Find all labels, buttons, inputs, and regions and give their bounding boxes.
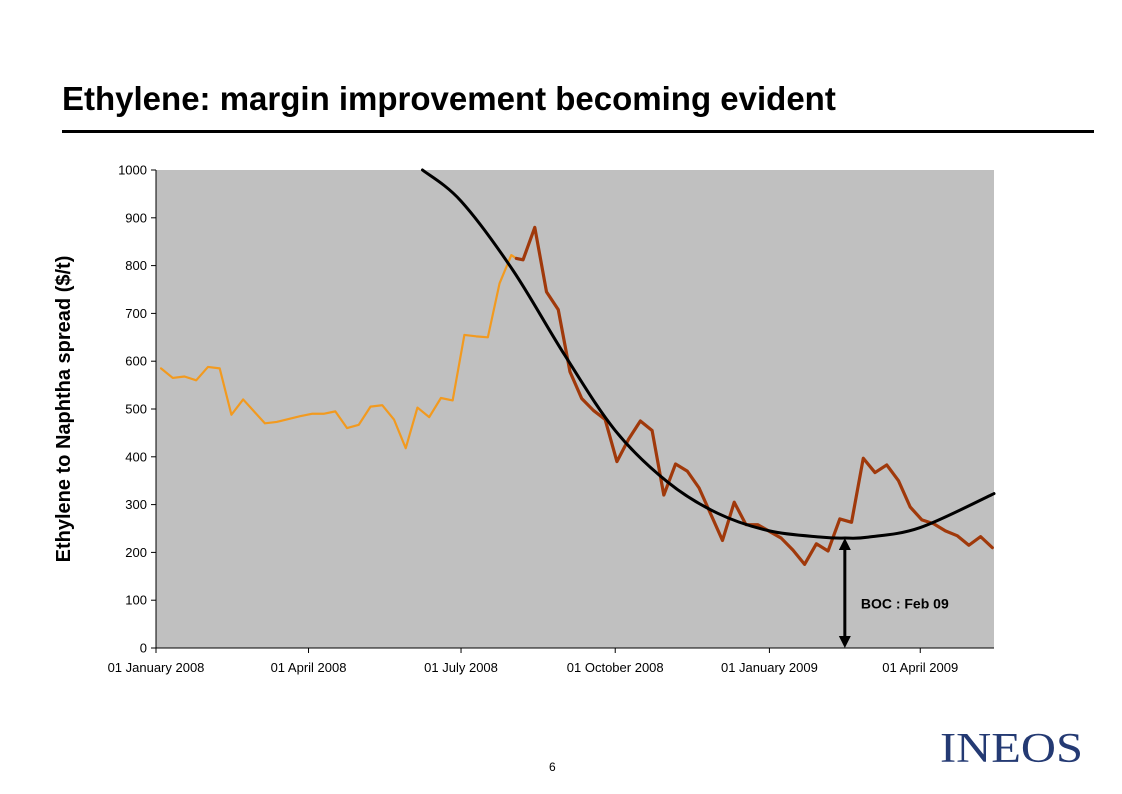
- logo-wordmark: INEOS: [940, 726, 1083, 767]
- y-tick-label: 800: [125, 258, 147, 273]
- x-tick-label: 01 July 2008: [424, 660, 498, 675]
- y-tick-label: 900: [125, 210, 147, 225]
- x-tick-label: 01 October 2008: [567, 660, 664, 675]
- y-axis-label: Ethylene to Naphtha spread ($/t): [53, 256, 75, 563]
- y-tick-label: 700: [125, 306, 147, 321]
- y-tick-label: 300: [125, 497, 147, 512]
- plot-area: [156, 170, 994, 648]
- y-tick-label: 100: [125, 593, 147, 608]
- y-tick-label: 500: [125, 402, 147, 417]
- spread-chart: 0 100 200 300 400 500 600 700 800 900 1000 01 Janua…: [53, 163, 996, 675]
- series-line-1: [159, 253, 518, 450]
- x-tick-label: 01 January 2009: [721, 660, 818, 675]
- ineos-logo: INEOS: [940, 726, 1083, 767]
- y-tick-label: 1000: [118, 163, 147, 178]
- y-tick-label: 600: [125, 354, 147, 369]
- x-tick-label: 01 April 2008: [271, 660, 347, 675]
- annotation-label: BOC : Feb 09: [861, 596, 949, 612]
- title-underline: [62, 130, 1094, 133]
- trend-curve: [420, 168, 996, 540]
- page-title: Ethylene: margin improvement becoming ev…: [62, 80, 836, 117]
- x-tick-label: 01 April 2009: [882, 660, 958, 675]
- annotation-arrow-head-up: [838, 538, 851, 551]
- annotation-arrow-head-down: [838, 636, 851, 648]
- page-number: 6: [549, 760, 556, 774]
- x-tick-label: 01 January 2008: [108, 660, 205, 675]
- y-tick-label: 0: [140, 641, 147, 656]
- y-tick-label: 400: [125, 449, 147, 464]
- y-tick-label: 200: [125, 545, 147, 560]
